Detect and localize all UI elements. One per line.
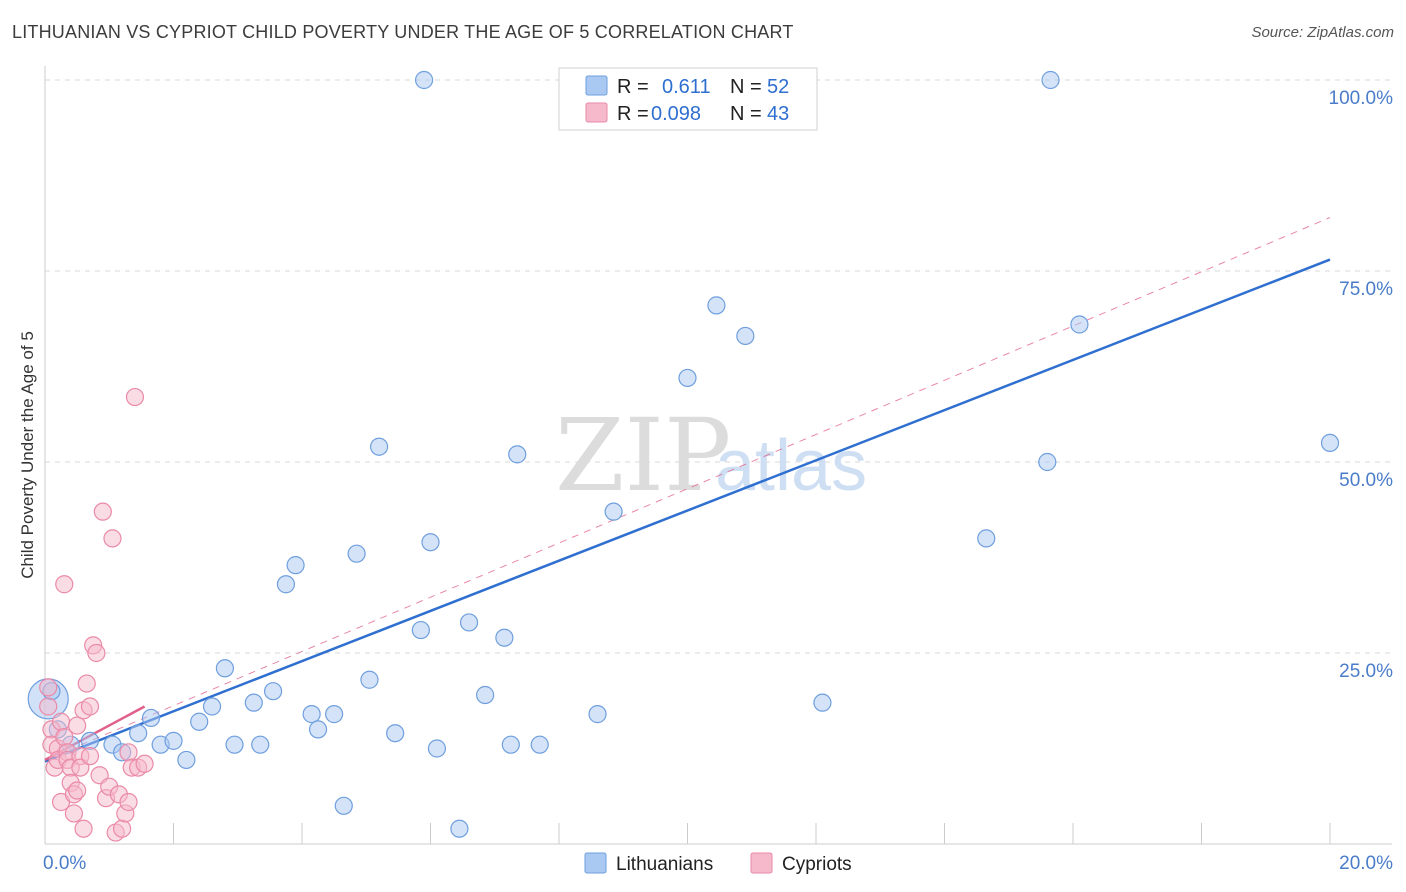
point-lithuanians-29 xyxy=(414,70,434,90)
point-cypriots-9 xyxy=(55,575,74,594)
point-lithuanians-25 xyxy=(360,670,379,689)
point-lithuanians-45 xyxy=(813,693,832,712)
legend-r-value-1: 0.611 xyxy=(662,76,711,98)
point-cypriots-32 xyxy=(103,529,122,548)
point-lithuanians-32 xyxy=(450,819,469,838)
point-lithuanians-17 xyxy=(263,682,283,701)
legend-r-label-1: R = xyxy=(617,76,649,98)
point-cypriots-0 xyxy=(39,678,58,697)
point-lithuanians-10 xyxy=(177,750,196,770)
point-cypriots-18 xyxy=(68,716,87,735)
point-lithuanians-26 xyxy=(370,437,389,456)
point-cypriots-29 xyxy=(93,502,112,521)
point-lithuanians-7 xyxy=(141,708,161,728)
point-cypriots-42 xyxy=(135,754,154,773)
point-lithuanians-6 xyxy=(129,724,148,743)
point-cypriots-27 xyxy=(87,643,106,663)
point-lithuanians-42 xyxy=(678,368,697,388)
point-lithuanians-38 xyxy=(530,735,549,754)
trend-line-lithuanians-solid xyxy=(44,258,1331,763)
point-cypriots-23 xyxy=(77,674,96,693)
point-lithuanians-16 xyxy=(251,735,270,754)
point-lithuanians-48 xyxy=(1041,70,1060,90)
point-cypriots-25 xyxy=(80,747,100,766)
point-lithuanians-3 xyxy=(80,731,100,750)
point-lithuanians-18 xyxy=(276,575,296,594)
y-tick-label-1: 50.0% xyxy=(1339,470,1393,491)
point-cypriots-7 xyxy=(51,712,71,731)
y-tick-label-2: 75.0% xyxy=(1339,279,1393,300)
point-lithuanians-47 xyxy=(1038,452,1057,472)
point-lithuanians-15 xyxy=(244,693,263,712)
legend-n-label-2: N = xyxy=(730,103,762,125)
point-lithuanians-40 xyxy=(588,705,607,724)
point-lithuanians-28 xyxy=(411,620,430,640)
x-tick-label-0: 0.0% xyxy=(43,853,86,874)
legend-swatch-lithuanians xyxy=(585,75,608,96)
x-tick-label-1: 20.0% xyxy=(1339,853,1393,874)
legend-label-cypriots: Cypriots xyxy=(782,854,852,875)
trend-line-cypriots-dashed xyxy=(44,217,1331,761)
point-lithuanians-30 xyxy=(421,533,440,552)
point-lithuanians-36 xyxy=(501,735,520,754)
point-lithuanians-23 xyxy=(334,796,353,815)
point-lithuanians-13 xyxy=(215,659,234,678)
correlation-legend: R = 0.611 N = 52 R = 0.098 N = 43 xyxy=(558,67,818,131)
point-lithuanians-31 xyxy=(427,739,447,758)
point-lithuanians-41 xyxy=(604,502,623,521)
watermark-atlas: atlas xyxy=(715,426,867,506)
point-lithuanians-46 xyxy=(977,529,996,548)
point-cypriots-24 xyxy=(80,697,100,716)
legend-swatch-cypriots-bottom xyxy=(750,852,773,874)
point-lithuanians-22 xyxy=(325,705,344,724)
point-lithuanians-14 xyxy=(225,735,244,754)
point-cypriots-17 xyxy=(68,781,87,800)
chart-source: Source: ZipAtlas.com xyxy=(1251,24,1394,41)
y-tick-labels: 25.0% 50.0% 75.0% 100.0% xyxy=(1329,88,1394,682)
point-cypriots-16 xyxy=(64,804,84,823)
y-axis-label: Child Poverty Under the Age of 5 xyxy=(18,331,37,579)
legend-swatch-cypriots xyxy=(585,102,608,123)
point-lithuanians-44 xyxy=(736,326,755,346)
legend-n-value-2: 43 xyxy=(767,103,789,125)
point-lithuanians-33 xyxy=(459,613,479,632)
point-lithuanians-21 xyxy=(308,720,328,739)
legend-label-lithuanians: Lithuanians xyxy=(616,854,713,875)
legend-r-label-2: R = xyxy=(617,103,649,125)
gridlines xyxy=(45,79,1392,654)
point-lithuanians-11 xyxy=(190,712,209,731)
y-tick-label-3: 100.0% xyxy=(1329,88,1394,109)
x-tick-labels: 0.0% 20.0% xyxy=(43,853,1393,874)
point-cypriots-1 xyxy=(39,697,58,716)
legend-swatch-lithuanians-bottom xyxy=(584,852,607,874)
data-points xyxy=(27,70,1340,842)
point-cypriots-37 xyxy=(119,792,138,812)
point-lithuanians-9 xyxy=(164,731,183,750)
chart-title: LITHUANIAN VS CYPRIOT CHILD POVERTY UNDE… xyxy=(12,22,794,42)
watermark-zip: ZIP xyxy=(555,397,731,514)
axes xyxy=(44,66,1392,845)
point-lithuanians-19 xyxy=(286,556,305,575)
point-lithuanians-27 xyxy=(386,724,405,743)
point-cypriots-35 xyxy=(112,819,132,838)
legend-n-value-1: 52 xyxy=(767,76,789,98)
point-lithuanians-35 xyxy=(495,628,514,647)
point-lithuanians-37 xyxy=(508,445,527,464)
point-lithuanians-50 xyxy=(1320,433,1340,452)
y-tick-label-0: 25.0% xyxy=(1339,661,1393,682)
point-cypriots-22 xyxy=(74,819,93,838)
legend-r-value-2: 0.098 xyxy=(651,103,701,125)
point-lithuanians-20 xyxy=(302,705,321,724)
point-lithuanians-34 xyxy=(476,685,495,705)
point-lithuanians-24 xyxy=(347,544,366,563)
point-cypriots-40 xyxy=(125,387,145,407)
point-lithuanians-49 xyxy=(1070,315,1089,334)
point-cypriots-38 xyxy=(119,743,138,762)
point-lithuanians-43 xyxy=(707,296,726,315)
watermark: ZIP atlas xyxy=(555,397,867,514)
point-lithuanians-12 xyxy=(202,697,222,716)
series-legend: Lithuanians Cypriots xyxy=(584,852,852,875)
legend-n-label-1: N = xyxy=(730,76,762,98)
